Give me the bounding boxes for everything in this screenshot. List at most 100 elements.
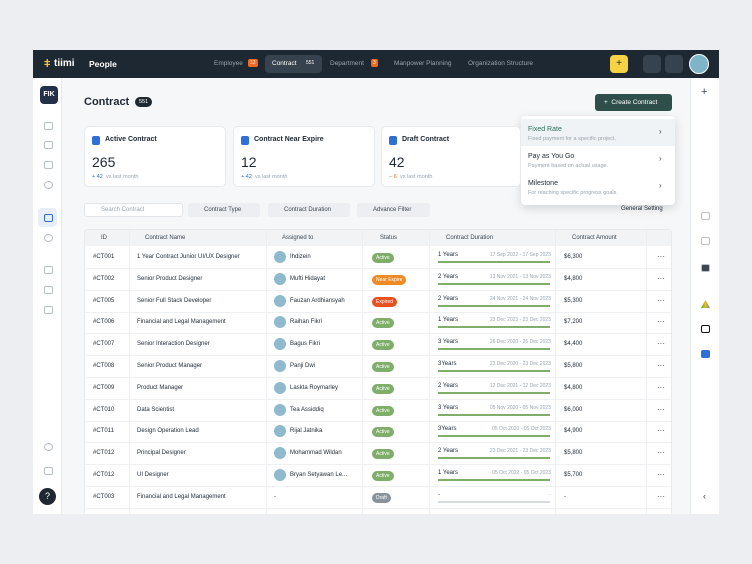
nav-icon[interactable] [44, 266, 53, 274]
cell-name: Data Scientist [137, 406, 175, 413]
cell-amount: $4,800 [564, 384, 583, 391]
status-pill: Active [372, 449, 394, 460]
status-pill: Active [372, 427, 394, 438]
active-nav[interactable] [38, 208, 57, 227]
duration-bar [438, 413, 550, 416]
cell-name: Senior Full Stack Developer [137, 297, 212, 304]
column-divider [266, 230, 267, 514]
nav-tab[interactable]: Contract [272, 60, 297, 67]
menu-item[interactable]: Pay as You Go Payment based on actual usa… [521, 146, 675, 173]
cell-assignee: Panji Dwi [290, 363, 316, 369]
cell-range: 23 Dec 2021 - 23 Dec 2023 [489, 448, 551, 455]
status-pill: Draft [372, 492, 391, 503]
status-pill: Expired [372, 296, 397, 307]
card-title: Draft Contract [402, 136, 450, 143]
filter-chip[interactable]: Contract Type [188, 203, 260, 217]
row-divider [85, 355, 671, 357]
search-input[interactable]: Search Contract [84, 203, 183, 217]
row-menu[interactable]: ··· [657, 339, 665, 349]
menu-item[interactable]: Fixed Rate Fixed payment for a specific p… [521, 119, 675, 146]
menu-desc: Payment based on actual usage. [528, 163, 609, 169]
cell-amount: $7,200 [564, 319, 583, 326]
row-menu[interactable]: ··· [657, 382, 665, 392]
general-setting[interactable]: General Setting [621, 206, 663, 212]
chevron: › [659, 127, 662, 136]
cell-duration: 3Years [438, 426, 457, 433]
nav-icon[interactable] [44, 234, 53, 242]
menu-item[interactable]: Milestone For reaching specific progress … [521, 173, 675, 200]
status-pill: Active [372, 471, 394, 481]
nav-icon[interactable] [44, 306, 53, 314]
create-button[interactable]: + Create Contract [595, 94, 672, 111]
row-menu[interactable]: ··· [657, 426, 665, 436]
app-icon[interactable] [701, 350, 710, 358]
card-note: vs last month [106, 174, 139, 180]
column-header[interactable]: ID [101, 235, 107, 241]
drive-icon[interactable] [701, 300, 710, 308]
duration-bar [438, 457, 550, 460]
card-value: 42 [389, 154, 405, 170]
notification-button[interactable] [665, 55, 683, 73]
settings-icon[interactable] [44, 443, 53, 451]
filter-chip[interactable]: Advance Filter [357, 203, 430, 217]
app-icon[interactable] [701, 264, 710, 272]
nav-tab[interactable]: Department [330, 60, 364, 67]
nav-icon[interactable] [44, 286, 53, 294]
add-button[interactable]: + [610, 55, 628, 73]
row-divider [85, 268, 671, 269]
nav-icon[interactable] [44, 181, 53, 189]
notion-icon[interactable] [701, 325, 710, 333]
section-title: People [89, 59, 117, 69]
row-menu[interactable]: ··· [657, 404, 665, 414]
expand-icon[interactable]: + [701, 86, 708, 98]
nav-tab[interactable]: Organization Structure [468, 60, 534, 67]
column-header[interactable]: Status [380, 235, 398, 241]
table: ID Contract Name Assigned to Status Contract… [84, 229, 672, 514]
collapse-icon[interactable]: ‹ [703, 491, 706, 501]
row-menu[interactable]: ··· [657, 295, 665, 305]
nav-tab[interactable]: Manpower Planning [394, 60, 452, 67]
cell-amount: $6,000 [564, 406, 583, 413]
cell-id: #CT007 [93, 341, 115, 348]
cell-id: #CT008 [93, 363, 115, 369]
row-menu[interactable]: ··· [657, 491, 665, 501]
row-menu[interactable]: ··· [657, 317, 665, 327]
cell-range: 23 Dec 2020 - 23 Dec 2023 [489, 361, 551, 367]
row-menu[interactable]: ··· [657, 448, 665, 458]
help-button[interactable]: ? [39, 488, 56, 505]
nav-icon[interactable] [44, 122, 53, 130]
cell-duration: 2 Years [438, 295, 459, 302]
row-menu[interactable]: ··· [657, 273, 665, 283]
title-badge: 551 [135, 97, 153, 107]
card-delta: + 42 [241, 174, 252, 180]
row-menu[interactable]: ··· [657, 470, 665, 479]
app-icon[interactable] [701, 237, 710, 245]
row-menu[interactable]: ··· [657, 361, 665, 370]
cell-id: #CT003 [93, 493, 115, 500]
row-divider [85, 311, 671, 313]
cell-id: #CT002 [93, 275, 115, 282]
nav-icon[interactable] [44, 141, 53, 149]
avatar[interactable] [689, 54, 709, 74]
org-logo[interactable]: FIK [40, 86, 58, 104]
create-label: Create Contract [611, 99, 658, 106]
row-menu[interactable]: ··· [657, 252, 665, 261]
cell-range: 05 Nov 2020 - 05 Nov 2023 [489, 404, 551, 411]
status-pill: Active [372, 340, 394, 351]
column-divider [555, 230, 556, 514]
cell-name: Product Manager [137, 384, 184, 391]
stat-card: Draft Contract 42 – 6 vs last month [381, 126, 521, 187]
nav-icon[interactable] [44, 161, 53, 169]
nav-tab[interactable]: Employee [214, 60, 243, 67]
cell-amount: $5,700 [564, 472, 583, 478]
filter-chip[interactable]: Contract Duration [268, 203, 350, 217]
chat-icon[interactable] [44, 467, 53, 475]
app-icon[interactable] [701, 212, 710, 220]
cell-assignee: Fauzan Ardhiansyah [290, 297, 345, 304]
column-header[interactable]: Contract Name [145, 235, 186, 241]
column-header[interactable]: Contract Duration [446, 235, 494, 241]
column-header[interactable]: Contract Amount [572, 235, 617, 241]
search-button[interactable] [643, 55, 661, 73]
column-header[interactable]: Assigned to [282, 235, 314, 241]
